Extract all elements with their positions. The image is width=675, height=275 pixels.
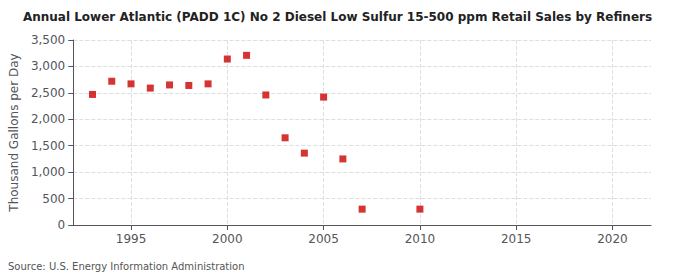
svg-text:2005: 2005: [308, 232, 339, 246]
svg-text:2010: 2010: [405, 232, 436, 246]
svg-text:1,500: 1,500: [31, 139, 65, 153]
svg-text:3,500: 3,500: [31, 33, 65, 47]
svg-text:2,500: 2,500: [31, 86, 65, 100]
svg-text:Thousand Gallons per Day: Thousand Gallons per Day: [7, 53, 21, 212]
svg-text:0: 0: [58, 218, 66, 232]
svg-text:2015: 2015: [501, 232, 532, 246]
svg-text:3,000: 3,000: [31, 59, 65, 73]
svg-text:Source: U.S. Energy Informatio: Source: U.S. Energy Information Administ…: [8, 261, 245, 272]
svg-text:Annual Lower Atlantic (PADD 1C: Annual Lower Atlantic (PADD 1C) No 2 Die…: [23, 10, 652, 24]
svg-text:2000: 2000: [212, 232, 243, 246]
svg-text:2,000: 2,000: [31, 112, 65, 126]
svg-text:1,000: 1,000: [31, 165, 65, 179]
svg-text:1995: 1995: [116, 232, 147, 246]
svg-text:500: 500: [42, 192, 65, 206]
svg-text:2020: 2020: [597, 232, 628, 246]
